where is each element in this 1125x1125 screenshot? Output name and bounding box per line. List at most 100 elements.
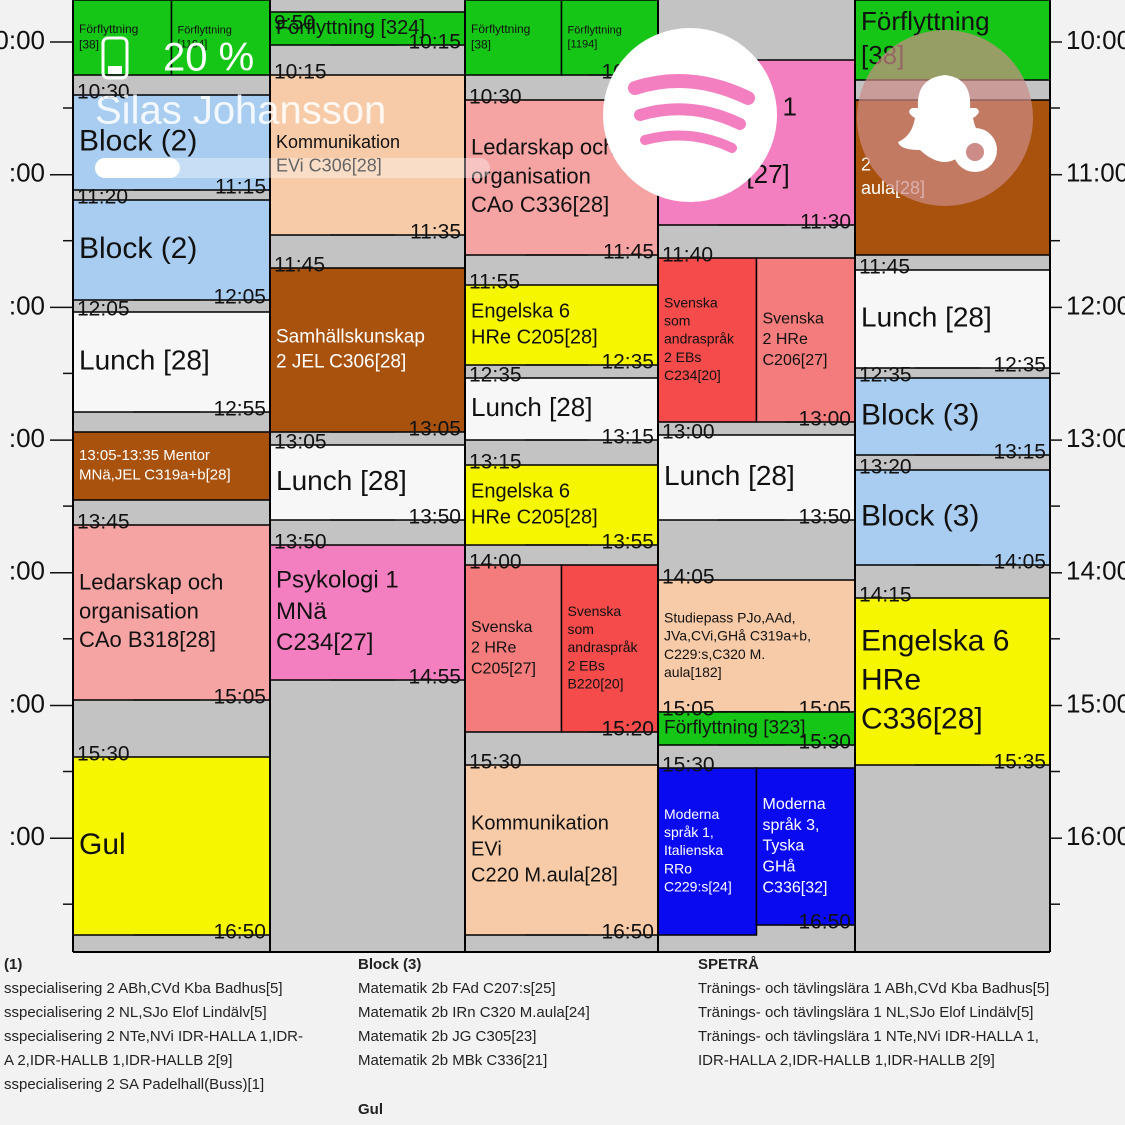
end-time: 13:15	[993, 441, 1046, 464]
lesson-text: C229:s[24]	[664, 879, 732, 895]
lesson-text: organisation	[79, 598, 199, 623]
lesson-text: CAo C336[28]	[471, 192, 609, 217]
end-time: 11:15	[215, 176, 266, 199]
end-time: 13:05	[408, 418, 461, 441]
lesson-text: Lunch [28]	[471, 392, 592, 422]
start-time: 10:15	[274, 61, 327, 84]
legend-heading: Gul	[358, 1101, 383, 1118]
lesson-text: Svenska	[471, 619, 532, 636]
lesson-block	[560, 564, 659, 733]
spotify-arc	[628, 73, 755, 105]
lesson-text: C206[27]	[763, 352, 828, 369]
lesson-text: JVa,CVi,GHå C319a+b,	[664, 628, 811, 644]
lesson-text: [38]	[471, 37, 491, 51]
lesson-text: Svenska	[568, 603, 622, 619]
lesson-block	[657, 434, 856, 521]
lesson-text: [1194]	[568, 39, 598, 51]
lesson-text: Kommunikation	[471, 812, 609, 834]
battery-level	[108, 66, 122, 74]
snapchat-icon[interactable]	[857, 30, 1033, 206]
start-time: 15:30	[469, 751, 522, 774]
hour-label: 10:00	[1066, 25, 1125, 55]
lesson-text: Engelska 6	[471, 300, 570, 322]
start-time: 12:05	[77, 298, 130, 321]
legend-heading: SPETRÅ	[698, 956, 759, 973]
start-time: 13:00	[662, 421, 715, 444]
lesson-text: [38]	[79, 37, 99, 51]
lesson-text: Moderna	[763, 796, 826, 813]
lesson-text: Svenska	[664, 294, 718, 310]
start-time: 12:35	[859, 364, 912, 387]
lesson-text: 2 JEL C306[28]	[276, 351, 406, 372]
hour-label: :00	[9, 290, 45, 320]
legend-line: IDR-HALLA 2,IDR-HALLB 1,IDR-HALLB 2[9]	[698, 1052, 995, 1069]
lesson-text: Förflyttning	[861, 6, 990, 36]
start-time: 14:00	[469, 551, 522, 574]
lesson-text: aula[182]	[664, 664, 722, 680]
end-time: 15:30	[798, 731, 851, 754]
start-time: 11:55	[469, 271, 520, 294]
lesson-text: Förflyttning [324]	[276, 17, 425, 39]
lesson-text: språk 1,	[664, 824, 714, 840]
end-time: 11:30	[800, 211, 851, 234]
lesson-text: Svenska	[763, 310, 824, 327]
lesson-text: HRe	[861, 663, 921, 696]
lesson-text: Tyska	[763, 838, 805, 855]
spotify-icon[interactable]	[603, 28, 777, 202]
legend-line: Matematik 2b JG C305[23]	[358, 1028, 536, 1045]
start-time: 11:45	[859, 256, 910, 279]
lesson-block	[269, 267, 466, 433]
lesson-text: Engelska 6	[471, 480, 570, 502]
lesson-text: EVi	[471, 838, 502, 860]
lesson-text: som	[664, 313, 690, 329]
end-time: 10:15	[408, 31, 461, 54]
hour-label: :00	[9, 423, 45, 453]
lesson-text: Block (2)	[79, 124, 197, 157]
end-time: 15:20	[601, 718, 654, 741]
lesson-text: 2 HRe	[471, 640, 516, 657]
lesson-block	[755, 257, 856, 423]
lesson-text: C220 M.aula[28]	[471, 864, 618, 886]
end-time: 13:50	[408, 506, 461, 529]
lesson-text: Förflyttning	[79, 22, 138, 36]
end-time: 15:05	[213, 686, 266, 709]
legend-line: Tränings- och tävlingslära 1 ABh,CVd Kba…	[698, 980, 1049, 997]
end-time: 13:15	[601, 426, 654, 449]
lesson-text: Studiepass PJo,AAd,	[664, 609, 796, 625]
hour-label: 13:00	[1066, 423, 1125, 453]
lesson-text: MNä,JEL C319a+b[28]	[79, 467, 231, 484]
lesson-text: EVi C306[28]	[276, 155, 382, 175]
lesson-text: C336[28]	[861, 702, 983, 735]
lesson-block	[464, 464, 659, 546]
legend-line: A 2,IDR-HALLB 1,IDR-HALLB 2[9]	[4, 1052, 232, 1069]
start-time: 13:05	[274, 431, 327, 454]
lesson-block	[464, 284, 659, 366]
lesson-text: Engelska 6	[861, 624, 1009, 657]
legend-line: Tränings- och tävlingslära 1 NTe,NVi IDR…	[698, 1028, 1039, 1045]
hour-label: 15:00	[1066, 688, 1125, 718]
lesson-text: C205[27]	[471, 661, 536, 678]
spotify-arc	[634, 103, 746, 130]
lesson-text: Förflyttning [323]	[664, 718, 806, 739]
progress-track	[95, 158, 490, 178]
lesson-text: Lunch [28]	[276, 465, 407, 496]
start-time: 13:20	[859, 456, 912, 479]
lesson-text: Kommunikation	[276, 132, 400, 152]
progress-fill	[95, 158, 180, 178]
lesson-text: MNä	[276, 598, 327, 625]
lesson-text: 2 HRe	[763, 331, 808, 348]
lesson-text: Lunch [28]	[664, 460, 795, 491]
end-time: 13:00	[798, 408, 851, 431]
hour-label: 16:00	[1066, 821, 1125, 851]
lesson-text: Samhällskunskap	[276, 327, 425, 348]
lesson-text: Lunch [28]	[861, 301, 992, 332]
lesson-block	[72, 524, 271, 701]
lesson-text: 2 EBs	[664, 349, 701, 365]
start-time: 10:30	[469, 86, 522, 109]
lesson-text: [1194]	[178, 39, 208, 51]
legend-line: sspecialisering 2 SA Padelhall(Buss)[1]	[4, 1076, 264, 1093]
start-time: 15:30	[662, 754, 715, 777]
lesson-block	[170, 0, 271, 76]
lesson-text: som	[568, 621, 594, 637]
